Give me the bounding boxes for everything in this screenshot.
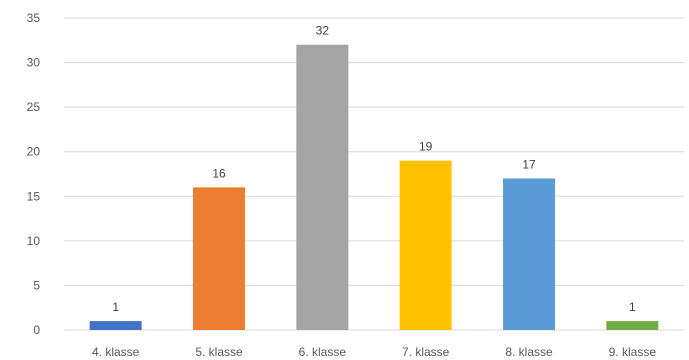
data-label: 16 [212,166,226,180]
y-tick-label: 5 [33,278,40,292]
bars [89,44,659,330]
y-tick-label: 0 [33,323,40,337]
x-tick-label: 5. klasse [195,345,243,359]
gridlines [64,17,684,331]
y-axis-ticks: 0 5 10 15 20 25 30 35 [27,11,41,337]
x-tick-label: 7. klasse [402,345,450,359]
data-label: 1 [629,300,636,314]
bar-4 [399,160,452,330]
bar-3 [296,44,349,330]
bar-5 [503,178,555,330]
data-label: 32 [316,24,330,38]
x-tick-label: 6. klasse [299,345,347,359]
y-tick-label: 15 [27,189,41,203]
data-label: 19 [419,140,433,154]
y-tick-label: 10 [27,234,41,248]
x-tick-label: 9. klasse [609,345,657,359]
bar-1 [89,321,142,330]
x-tick-label: 4. klasse [92,345,140,359]
y-tick-label: 30 [27,56,41,70]
y-tick-label: 25 [27,100,41,114]
bar-6 [606,321,659,330]
bar-2 [193,187,245,330]
x-tick-label: 8. klasse [505,345,553,359]
y-tick-label: 35 [27,11,41,25]
x-axis-ticks: 4. klasse 5. klasse 6. klasse 7. klasse 8. k… [92,345,656,359]
data-labels: 1 16 32 19 17 1 [112,24,636,314]
data-label: 17 [522,157,536,171]
y-tick-label: 20 [27,145,41,159]
data-label: 1 [112,300,119,314]
